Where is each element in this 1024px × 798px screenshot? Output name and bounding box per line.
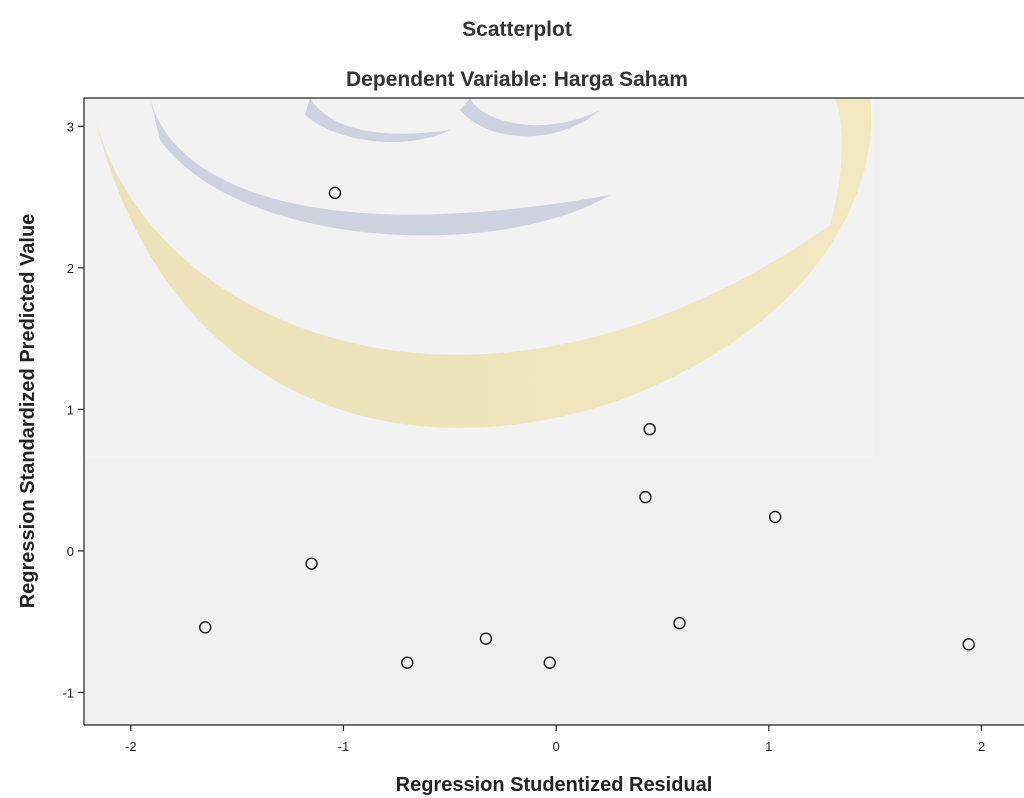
y-axis-label: Regression Standardized Predicted Value — [17, 214, 39, 609]
y-tick-label: 0 — [67, 544, 74, 559]
x-tick-label: 0 — [553, 739, 560, 754]
data-point — [962, 638, 975, 651]
data-point — [305, 557, 318, 570]
data-point — [328, 186, 342, 200]
data-point — [768, 510, 782, 524]
x-axis-label: Regression Studentized Residual — [396, 774, 713, 796]
data-points — [199, 186, 975, 669]
data-point — [199, 621, 212, 634]
chart-title: Scatterplot — [462, 18, 572, 41]
data-point — [543, 656, 556, 669]
x-tick-label: 1 — [765, 739, 772, 754]
y-tick-label: 3 — [67, 119, 74, 134]
x-tick-label: -1 — [338, 739, 350, 754]
data-point — [673, 616, 686, 630]
data-point — [479, 632, 493, 645]
x-axis-ticks: -2 -1 0 1 2 — [125, 725, 985, 754]
y-tick-label: 2 — [67, 261, 74, 276]
x-tick-label: 2 — [978, 739, 985, 754]
data-point — [643, 422, 656, 436]
y-tick-label: 1 — [67, 402, 74, 417]
data-point — [639, 490, 652, 504]
logo-watermark — [84, 98, 874, 458]
y-axis-ticks: -1 0 1 2 3 — [62, 119, 84, 700]
data-point — [401, 656, 414, 669]
y-tick-label: -1 — [62, 685, 74, 700]
x-tick-label: -2 — [125, 739, 137, 754]
chart-subtitle: Dependent Variable: Harga Saham — [346, 68, 688, 91]
